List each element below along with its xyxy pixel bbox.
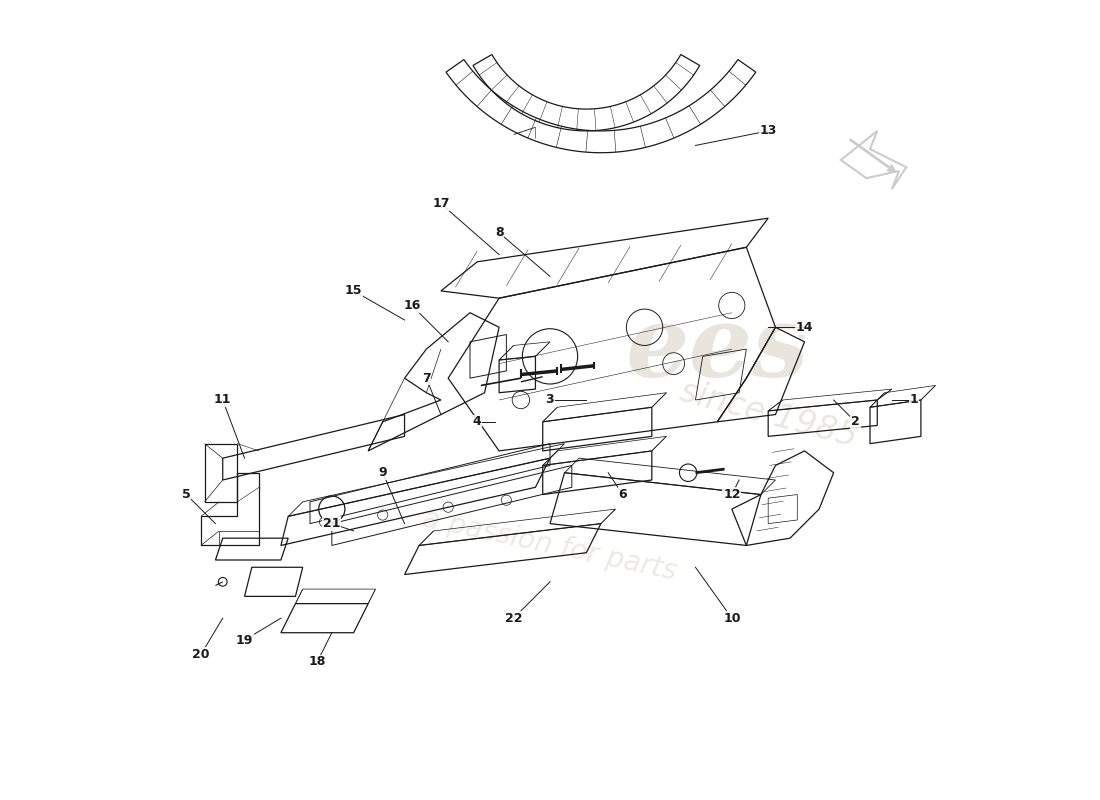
Text: a passion for parts: a passion for parts: [420, 505, 680, 586]
Text: 5: 5: [182, 488, 190, 501]
Text: 3: 3: [546, 394, 554, 406]
Text: 18: 18: [309, 655, 326, 668]
Text: 12: 12: [723, 488, 740, 501]
Text: 14: 14: [795, 321, 813, 334]
Text: since 1985: since 1985: [675, 375, 860, 454]
Text: 20: 20: [192, 648, 210, 661]
Text: 4: 4: [473, 415, 482, 428]
Text: 17: 17: [432, 197, 450, 210]
Text: 8: 8: [495, 226, 504, 239]
Text: 2: 2: [851, 415, 860, 428]
Text: 9: 9: [378, 466, 387, 479]
Text: 15: 15: [345, 285, 362, 298]
Text: ees: ees: [626, 301, 808, 398]
Text: 1: 1: [910, 394, 918, 406]
Text: 16: 16: [403, 299, 420, 312]
Text: 19: 19: [235, 634, 253, 646]
Text: 22: 22: [505, 612, 522, 625]
Text: 6: 6: [618, 488, 627, 501]
Text: 10: 10: [723, 612, 740, 625]
Text: 21: 21: [323, 517, 341, 530]
Text: 7: 7: [422, 372, 431, 385]
Text: 11: 11: [214, 394, 231, 406]
Text: 13: 13: [759, 125, 777, 138]
